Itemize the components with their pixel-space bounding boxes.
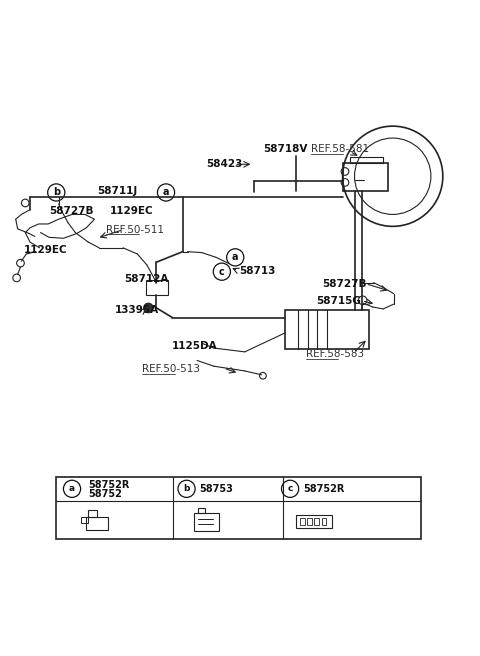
Text: 1129EC: 1129EC — [24, 245, 68, 255]
Text: REF.58-583: REF.58-583 — [306, 349, 364, 359]
Circle shape — [144, 303, 153, 313]
Text: 1125DA: 1125DA — [172, 340, 218, 351]
Text: 58753: 58753 — [199, 484, 233, 494]
Text: 58423: 58423 — [206, 159, 243, 169]
Text: b: b — [53, 188, 60, 197]
Text: REF.58-581: REF.58-581 — [311, 144, 369, 154]
Text: 58715G: 58715G — [316, 296, 361, 306]
Text: 13395A: 13395A — [115, 305, 159, 315]
Text: 58711J: 58711J — [97, 186, 137, 196]
Text: a: a — [163, 188, 169, 197]
Text: a: a — [232, 253, 239, 262]
Text: c: c — [288, 484, 293, 493]
Text: 58752R: 58752R — [303, 484, 344, 494]
Text: 58718V: 58718V — [263, 144, 307, 154]
Text: c: c — [219, 267, 225, 277]
Text: 58752: 58752 — [88, 489, 122, 499]
Text: REF.50-513: REF.50-513 — [142, 364, 200, 374]
Text: b: b — [183, 484, 190, 493]
Text: a: a — [69, 484, 75, 493]
Text: REF.50-511: REF.50-511 — [107, 225, 164, 235]
Text: 58712A: 58712A — [124, 274, 169, 284]
Text: 58752R: 58752R — [88, 480, 130, 490]
Text: 58727B: 58727B — [49, 206, 94, 216]
Text: 58713: 58713 — [239, 266, 276, 276]
Text: 58727B: 58727B — [322, 279, 367, 289]
Text: 1129EC: 1129EC — [110, 206, 154, 216]
